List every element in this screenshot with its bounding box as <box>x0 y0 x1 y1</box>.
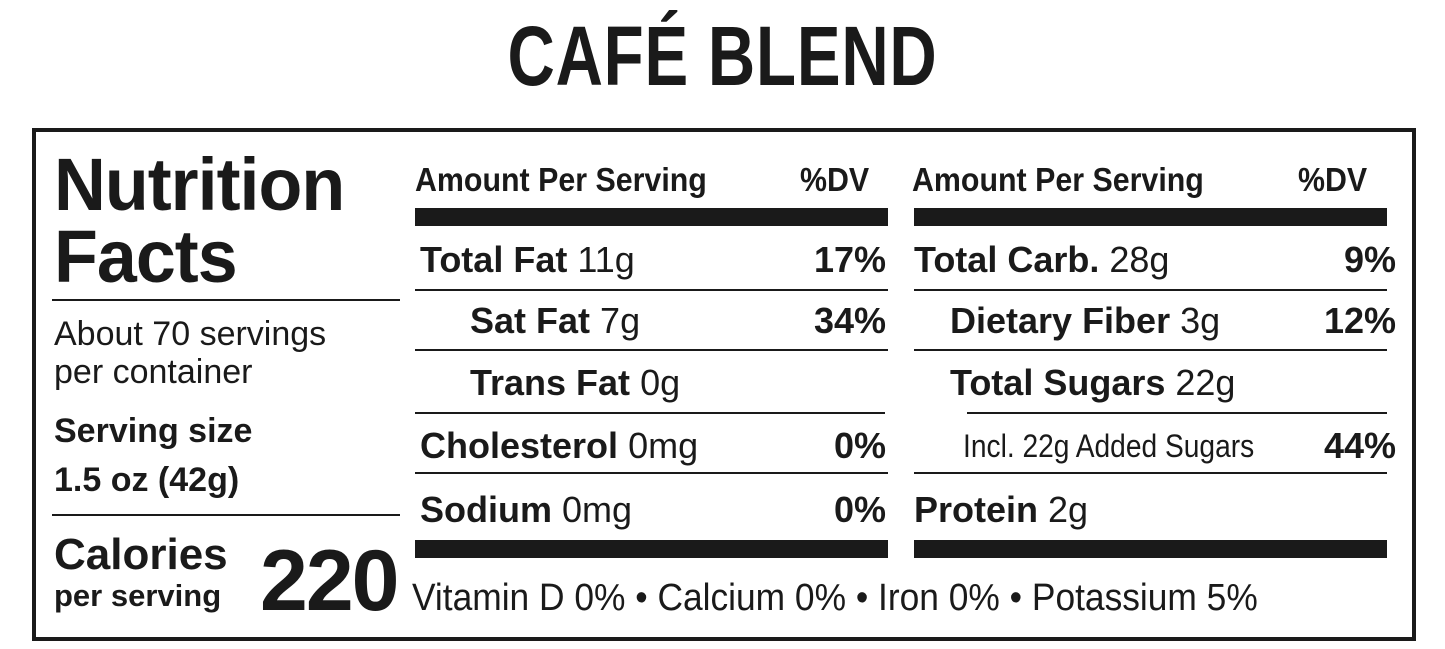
nutrient-amount: Incl. 22g Added Sugars <box>963 428 1255 464</box>
vitamin-item: Calcium 0% <box>657 577 847 619</box>
divider <box>914 349 1387 351</box>
nutrient-dv: 12% <box>1323 300 1396 341</box>
nutrient-name: Total Sugars <box>950 362 1166 403</box>
nutrient-name: Sat Fat <box>470 300 591 341</box>
heading-line: Facts <box>54 215 238 298</box>
nutrient-amount: 2g <box>1048 489 1089 530</box>
nutrient-row: Incl. 22g Added Sugars 44% <box>963 424 1396 468</box>
divider <box>415 349 888 351</box>
serving-size: 1.5 oz (42g) <box>54 461 240 499</box>
separator: • <box>855 577 869 619</box>
nutrient-dv: 0% <box>833 425 886 466</box>
nutrient-dv: 34% <box>813 300 886 341</box>
nutrient-row: Sodium 0mg 0% <box>420 488 886 532</box>
vitamin-item: Iron 0% <box>878 577 1000 619</box>
nutrient-row: Sat Fat 7g 34% <box>470 299 886 343</box>
heading-line: Nutrition <box>54 143 345 226</box>
calories-value: 220 <box>260 533 399 629</box>
product-title: CAFÉ BLEND <box>507 9 938 103</box>
nutrient-name: Cholesterol <box>420 425 619 466</box>
nutrient-amount: 0mg <box>562 489 633 530</box>
nutrient-amount: 22g <box>1175 362 1236 403</box>
vitamin-item: Potassium 5% <box>1031 577 1258 619</box>
label-border <box>32 128 1416 641</box>
servings-line: About 70 servings <box>54 315 327 353</box>
divider <box>415 289 888 291</box>
nutrient-row: Total Carb. 28g 9% <box>914 238 1396 282</box>
nutrient-row: Protein 2g <box>914 488 1396 532</box>
nutrient-amount: 0g <box>640 362 681 403</box>
nutrient-name: Total Fat <box>420 239 568 280</box>
nutrient-name: Sodium <box>420 489 552 530</box>
nutrient-amount: 0mg <box>628 425 699 466</box>
thick-bar <box>914 208 1387 226</box>
column-header: Amount Per Serving <box>415 161 707 198</box>
divider <box>52 299 400 301</box>
nutrient-dv: 9% <box>1343 239 1396 280</box>
dv-header: %DV <box>1298 161 1368 198</box>
thick-bar <box>415 208 888 226</box>
nutrient-name: Trans Fat <box>470 362 631 403</box>
nutrient-dv: 44% <box>1323 425 1396 466</box>
separator: • <box>635 577 648 619</box>
nutrient-amount: 7g <box>600 300 641 341</box>
nutrient-row: Cholesterol 0mg 0% <box>420 424 886 468</box>
calories-sub: per serving <box>54 578 222 613</box>
servings-line: per container <box>54 353 253 391</box>
nutrient-dv: 0% <box>833 489 886 530</box>
calories-label: Calories <box>54 530 228 579</box>
thick-bar <box>914 540 1387 558</box>
nutrient-amount: 11g <box>577 239 635 280</box>
nutrient-row: Trans Fat 0g <box>470 361 886 405</box>
vitamin-item: Vitamin D 0% <box>412 577 626 619</box>
vitamins-line: Vitamin D 0% • Calcium 0% • Iron 0% • Po… <box>412 576 1258 620</box>
nutrient-row: Total Sugars 22g <box>950 361 1396 405</box>
nutrient-dv: 17% <box>813 239 886 280</box>
nutrient-amount: 3g <box>1180 300 1221 341</box>
divider <box>914 289 1387 291</box>
separator: • <box>1009 577 1023 619</box>
divider <box>415 472 888 474</box>
nutrient-name: Dietary Fiber <box>950 300 1171 341</box>
divider <box>914 472 1387 474</box>
column-header: Amount Per Serving <box>912 161 1204 198</box>
divider <box>967 412 1387 414</box>
serving-size-label: Serving size <box>54 412 253 450</box>
divider <box>52 514 400 516</box>
dv-header: %DV <box>800 161 870 198</box>
nutrient-amount: 28g <box>1109 239 1170 280</box>
nutrient-name: Total Carb. <box>914 239 1100 280</box>
nutrient-row: Total Fat 11g 17% <box>420 238 886 282</box>
nutrient-name: Protein <box>914 489 1039 530</box>
nutrient-row: Dietary Fiber 3g 12% <box>950 299 1396 343</box>
divider <box>415 412 885 414</box>
thick-bar <box>415 540 888 558</box>
